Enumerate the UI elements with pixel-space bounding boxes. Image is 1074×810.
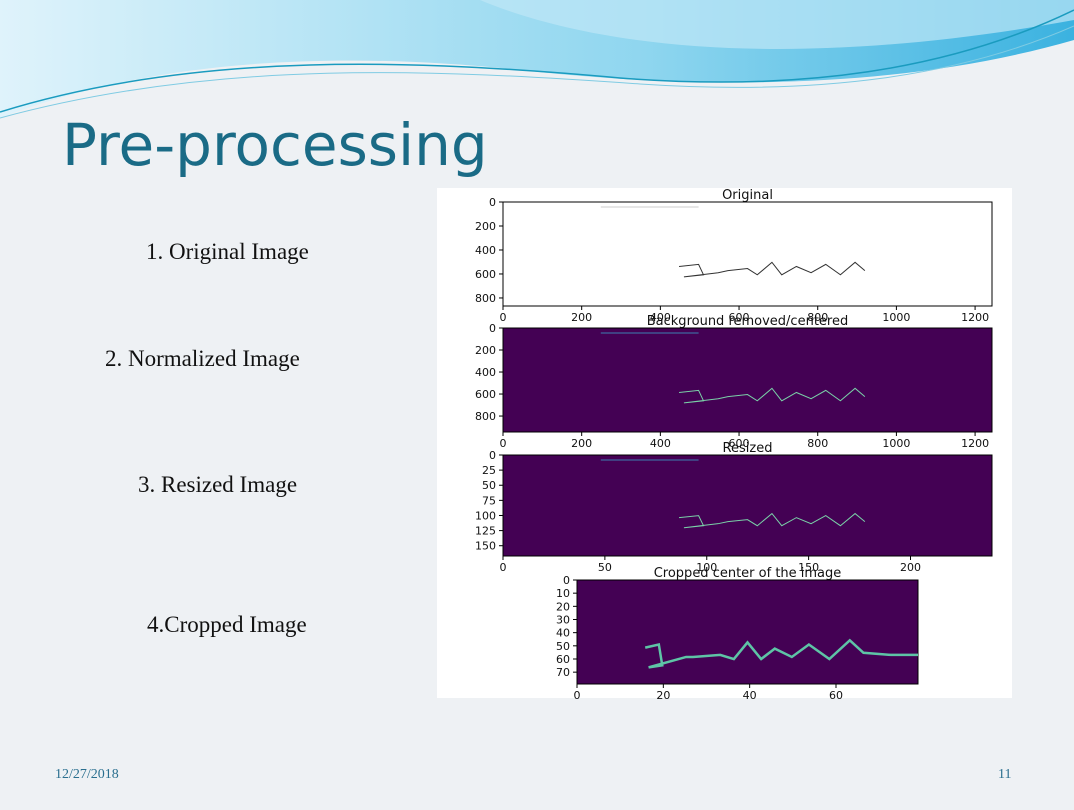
panel-title: Resized <box>723 441 773 456</box>
y-tick-label: 125 <box>475 525 496 538</box>
y-tick-label: 10 <box>556 587 570 600</box>
wave-line <box>0 9 1074 113</box>
x-tick-label: 50 <box>598 561 612 574</box>
y-tick-label: 75 <box>482 494 496 507</box>
y-tick-label: 40 <box>556 627 570 640</box>
footer-date: 12/27/2018 <box>55 767 119 782</box>
x-tick-label: 1200 <box>961 437 989 450</box>
x-tick-label: 0 <box>500 561 507 574</box>
step-label: 2. Normalized Image <box>105 346 300 371</box>
y-tick-label: 800 <box>475 410 496 423</box>
page-number: 11 <box>998 767 1011 782</box>
signature <box>644 638 918 669</box>
step-label: 1. Original Image <box>146 239 309 264</box>
y-tick-label: 600 <box>475 388 496 401</box>
x-tick-label: 0 <box>500 437 507 450</box>
y-tick-label: 600 <box>475 268 496 281</box>
x-tick-label: 600 <box>729 437 750 450</box>
x-tick-label: 20 <box>656 689 670 702</box>
y-tick-label: 400 <box>475 366 496 379</box>
image-area <box>502 454 993 557</box>
y-tick-label: 800 <box>475 292 496 305</box>
x-tick-label: 0 <box>574 689 581 702</box>
y-tick-label: 0 <box>489 196 496 209</box>
x-tick-label: 400 <box>650 311 671 324</box>
y-tick-label: 0 <box>489 449 496 462</box>
panel-title: Cropped center of the image <box>654 566 842 581</box>
x-tick-label: 150 <box>798 561 819 574</box>
image-area <box>502 327 993 433</box>
x-tick-label: 60 <box>829 689 843 702</box>
y-tick-label: 70 <box>556 666 570 679</box>
y-tick-label: 0 <box>563 574 570 587</box>
x-tick-label: 40 <box>743 689 757 702</box>
y-tick-label: 50 <box>556 640 570 653</box>
x-tick-label: 200 <box>571 437 592 450</box>
x-tick-label: 200 <box>571 311 592 324</box>
x-tick-label: 800 <box>807 311 828 324</box>
x-tick-label: 800 <box>807 437 828 450</box>
x-tick-label: 100 <box>696 561 717 574</box>
y-tick-label: 400 <box>475 244 496 257</box>
slide-title: Pre-processing <box>62 111 488 179</box>
x-tick-label: 1000 <box>882 311 910 324</box>
y-tick-label: 25 <box>482 464 496 477</box>
y-tick-label: 200 <box>475 220 496 233</box>
y-tick-label: 150 <box>475 540 496 553</box>
signature <box>678 387 866 404</box>
wave-line <box>0 25 1074 119</box>
x-tick-label: 400 <box>650 437 671 450</box>
x-tick-label: 1200 <box>961 311 989 324</box>
panel-title: Original <box>722 188 773 203</box>
step-label: 3. Resized Image <box>138 472 297 497</box>
x-tick-label: 1000 <box>882 437 910 450</box>
y-tick-label: 20 <box>556 600 570 613</box>
step-label: 4.Cropped Image <box>147 612 307 637</box>
x-tick-label: 600 <box>729 311 750 324</box>
y-tick-label: 30 <box>556 613 570 626</box>
image-area <box>576 579 919 685</box>
panel-title: Background removed/centered <box>647 314 848 329</box>
x-tick-label: 0 <box>500 311 507 324</box>
y-tick-label: 200 <box>475 344 496 357</box>
y-tick-label: 100 <box>475 509 496 522</box>
y-tick-label: 0 <box>489 322 496 335</box>
x-tick-label: 200 <box>900 561 921 574</box>
y-tick-label: 60 <box>556 653 570 666</box>
image-area <box>502 201 993 307</box>
y-tick-label: 50 <box>482 479 496 492</box>
signature <box>678 261 866 278</box>
header-wave-light <box>480 0 1074 49</box>
signature <box>678 512 866 529</box>
